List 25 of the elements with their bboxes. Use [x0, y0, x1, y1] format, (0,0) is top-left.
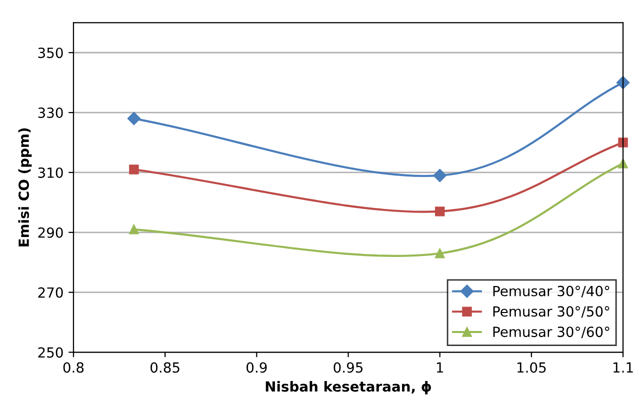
x-tick-label: 1.1: [614, 362, 633, 373]
x-tick-label: 1.05: [518, 362, 546, 373]
y-tick-label: 310: [38, 167, 63, 178]
y-tick-label: 250: [38, 347, 63, 358]
x-tick-label: 1: [436, 362, 443, 373]
point: [618, 138, 628, 148]
y-tick-label: 270: [38, 287, 63, 298]
x-tick-label: 0.8: [63, 362, 84, 373]
point: [434, 248, 445, 258]
x-tick-label: 0.85: [150, 362, 180, 373]
x-tick-label: 0.9: [246, 362, 267, 373]
point: [129, 224, 139, 234]
x-tick-label: 0.95: [334, 362, 363, 373]
x-axis-title: Nisbah kesetaraan, ϕ: [266, 380, 431, 394]
legend-label: Pemusar 30°/60°: [493, 326, 610, 338]
point: [129, 164, 139, 174]
point: [434, 206, 445, 216]
y-tick-label: 350: [38, 48, 63, 58]
point: [127, 112, 141, 126]
legend-label: Pemusar 30°/40°: [493, 286, 610, 298]
y-tick-label: 290: [38, 227, 63, 238]
y-tick-label: 330: [38, 108, 63, 118]
y-axis-title: Emisi CO (ppm): [18, 128, 32, 246]
point: [433, 168, 446, 182]
legend-label: Pemusar 30°/50°: [493, 306, 610, 318]
